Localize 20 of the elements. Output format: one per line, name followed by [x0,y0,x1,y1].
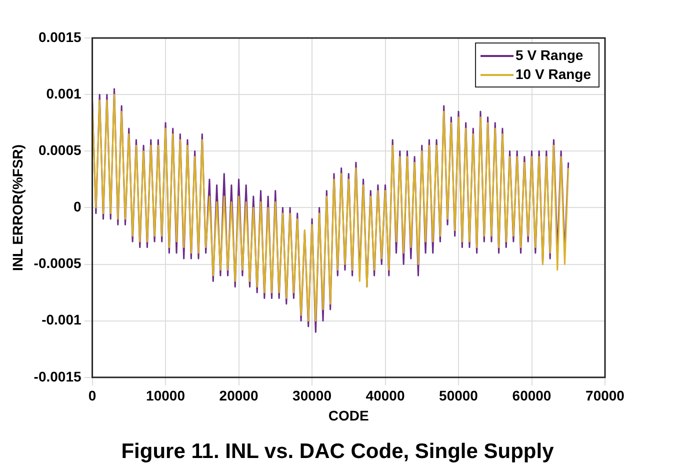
x-tick-label: 20000 [219,388,258,404]
y-tick-label: 0.0005 [38,142,82,158]
text: Figure 11. INL vs. DAC Code, Single Supply [120,440,555,464]
legend-label: 10 V Range [516,66,592,82]
x-tick-label: 30000 [292,388,332,404]
y-tick-label: -0.0015 [34,368,82,384]
x-axis-title: CODE [328,407,369,424]
y-tick-label: 0.001 [46,85,82,102]
y-tick-label: 0 [73,198,82,215]
y-axis-title: INL ERROR(%FSR) [9,144,26,271]
y-tick-label: -0.001 [42,312,82,328]
x-tick-label: 50000 [439,388,478,404]
x-tick-label: 70000 [586,388,625,404]
x-tick-label: 40000 [366,388,405,404]
x-tick-label: 0 [88,388,96,404]
x-tick-label: 60000 [512,388,552,404]
x-tick-label: 10000 [146,388,186,404]
y-tick-label: 0.0015 [38,28,82,45]
legend-label: 5 V Range [516,46,584,63]
y-tick-label: -0.0005 [34,255,82,272]
